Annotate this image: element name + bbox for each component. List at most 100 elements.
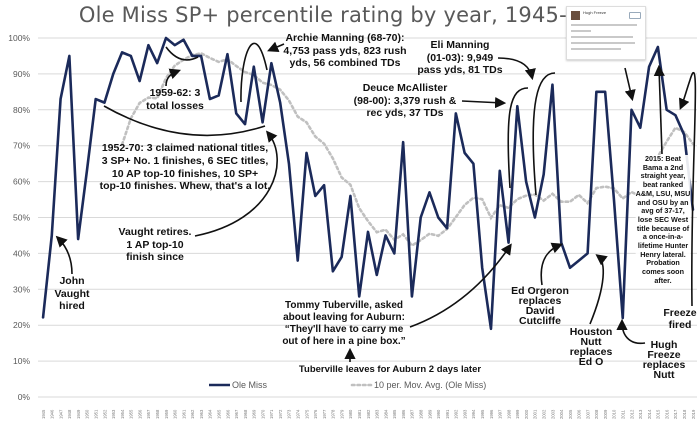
arrow-2015 bbox=[653, 64, 665, 155]
arrow-archie bbox=[267, 41, 285, 52]
annotation-vaught-hired: John Vaught hired bbox=[54, 275, 90, 312]
x-tick-label: 2012 bbox=[629, 409, 634, 419]
x-tick-label: 1996 bbox=[489, 409, 494, 419]
x-tick-label: 1966 bbox=[225, 409, 230, 419]
arrow-orgeron bbox=[540, 242, 563, 286]
x-tick-label: 1960 bbox=[173, 409, 178, 419]
ole-miss-point bbox=[165, 37, 167, 39]
ole-miss-point bbox=[551, 83, 554, 86]
x-tick-label: 1991 bbox=[445, 409, 450, 419]
x-tick-label: 1977 bbox=[322, 409, 327, 419]
annotation-vaught-retires: Vaught retires. 1 AP top-10 finish since bbox=[118, 226, 192, 263]
ole-miss-point bbox=[375, 274, 378, 276]
x-tick-label: 1965 bbox=[216, 409, 221, 419]
x-tick-label: 1954 bbox=[120, 409, 125, 419]
arrow-eli bbox=[497, 57, 536, 81]
x-tick-label: 1956 bbox=[137, 409, 142, 419]
ole-miss-point bbox=[402, 141, 404, 143]
ole-miss-point bbox=[279, 101, 281, 104]
ole-miss-point bbox=[235, 112, 238, 115]
tweet-text-line bbox=[571, 42, 635, 44]
ole-miss-point bbox=[261, 121, 264, 124]
x-tick-label: 1953 bbox=[111, 409, 116, 419]
ole-miss-point bbox=[560, 241, 563, 244]
x-tick-label: 2014 bbox=[647, 409, 652, 419]
x-tick-label: 1997 bbox=[498, 409, 503, 419]
tweet-author: Hugh Freeze bbox=[583, 10, 607, 15]
x-tick-label: 1995 bbox=[480, 409, 485, 419]
tweet-text-line bbox=[571, 30, 591, 32]
arrow-nutt bbox=[589, 254, 608, 325]
tweet-text-line bbox=[571, 24, 637, 26]
x-tick-label: 1990 bbox=[436, 409, 441, 419]
ole-miss-point bbox=[481, 266, 483, 269]
x-tick-label: 1946 bbox=[50, 409, 55, 419]
y-tick-label: 10% bbox=[13, 356, 30, 366]
x-tick-label: 1952 bbox=[102, 409, 107, 419]
x-tick-label: 2008 bbox=[594, 409, 599, 419]
x-tick-label: 1959 bbox=[164, 409, 169, 419]
hugh-freeze-tweet-image: Hugh Freeze bbox=[566, 6, 646, 60]
x-tick-label: 2007 bbox=[585, 409, 590, 419]
arrow-freeze-fired bbox=[679, 71, 697, 307]
ole-miss-point bbox=[463, 152, 466, 154]
x-tick-label: 1945 bbox=[41, 409, 46, 419]
x-tick-label: 1980 bbox=[348, 409, 353, 419]
y-tick-label: 50% bbox=[13, 213, 30, 223]
ole-miss-point bbox=[217, 94, 220, 97]
x-tick-label: 2001 bbox=[533, 409, 538, 419]
tweet-follow-icon bbox=[629, 12, 641, 19]
ole-miss-point bbox=[490, 327, 492, 330]
ole-miss-point bbox=[621, 317, 624, 319]
ole-miss-point bbox=[569, 266, 571, 269]
legend-label-ole-miss: Ole Miss bbox=[232, 380, 268, 390]
x-tick-label: 2011 bbox=[621, 409, 626, 419]
ole-miss-point bbox=[586, 252, 589, 255]
x-tick-label: 1989 bbox=[427, 409, 432, 419]
ole-miss-point bbox=[182, 38, 185, 41]
y-tick-label: 40% bbox=[13, 248, 30, 258]
ole-miss-point bbox=[665, 109, 668, 111]
x-tick-label: 1973 bbox=[287, 409, 292, 419]
ole-miss-point bbox=[428, 191, 431, 194]
x-tick-label: 1988 bbox=[419, 409, 424, 419]
ole-miss-point bbox=[411, 295, 413, 298]
x-tick-label: 1967 bbox=[234, 409, 239, 419]
ole-miss-point bbox=[604, 91, 606, 93]
loop-deuce bbox=[507, 87, 529, 189]
ole-miss-point bbox=[384, 234, 387, 237]
y-tick-label: 60% bbox=[13, 177, 30, 187]
ole-miss-point bbox=[138, 80, 141, 82]
ole-miss-point bbox=[244, 123, 246, 125]
annotation-archie: Archie Manning (68-70): 4,753 pass yds, … bbox=[283, 32, 407, 69]
ole-miss-point bbox=[437, 216, 440, 219]
tweet-text-line bbox=[571, 48, 621, 50]
ole-miss-point bbox=[455, 112, 457, 115]
x-tick-label: 1961 bbox=[181, 409, 186, 419]
ole-miss-point bbox=[296, 259, 299, 262]
ole-miss-point bbox=[226, 53, 229, 55]
ole-miss-point bbox=[77, 238, 79, 240]
y-tick-label: 20% bbox=[13, 320, 30, 330]
ole-miss-point bbox=[674, 114, 677, 116]
ole-miss-point bbox=[59, 98, 62, 100]
x-tick-label: 1947 bbox=[58, 409, 63, 419]
x-tick-label: 2003 bbox=[550, 409, 555, 419]
ole-miss-point bbox=[542, 173, 545, 176]
x-tick-label: 1948 bbox=[67, 409, 72, 419]
ole-miss-point bbox=[393, 252, 396, 255]
arrow-vaught-hired bbox=[55, 235, 73, 275]
ole-miss-point bbox=[42, 317, 44, 319]
x-tick-label: 1972 bbox=[278, 409, 283, 419]
ole-miss-point bbox=[516, 105, 519, 108]
x-tick-label: 2000 bbox=[524, 409, 529, 419]
ole-miss-point bbox=[332, 270, 334, 273]
x-tick-label: 1978 bbox=[331, 409, 336, 419]
y-tick-label: 100% bbox=[8, 33, 30, 43]
x-tick-label: 2002 bbox=[541, 409, 546, 419]
x-tick-label: 1992 bbox=[454, 409, 459, 419]
x-tick-label: 1974 bbox=[296, 409, 301, 419]
tweet-avatar bbox=[571, 11, 580, 20]
x-tick-label: 1994 bbox=[471, 409, 476, 419]
ole-miss-point bbox=[270, 62, 273, 64]
